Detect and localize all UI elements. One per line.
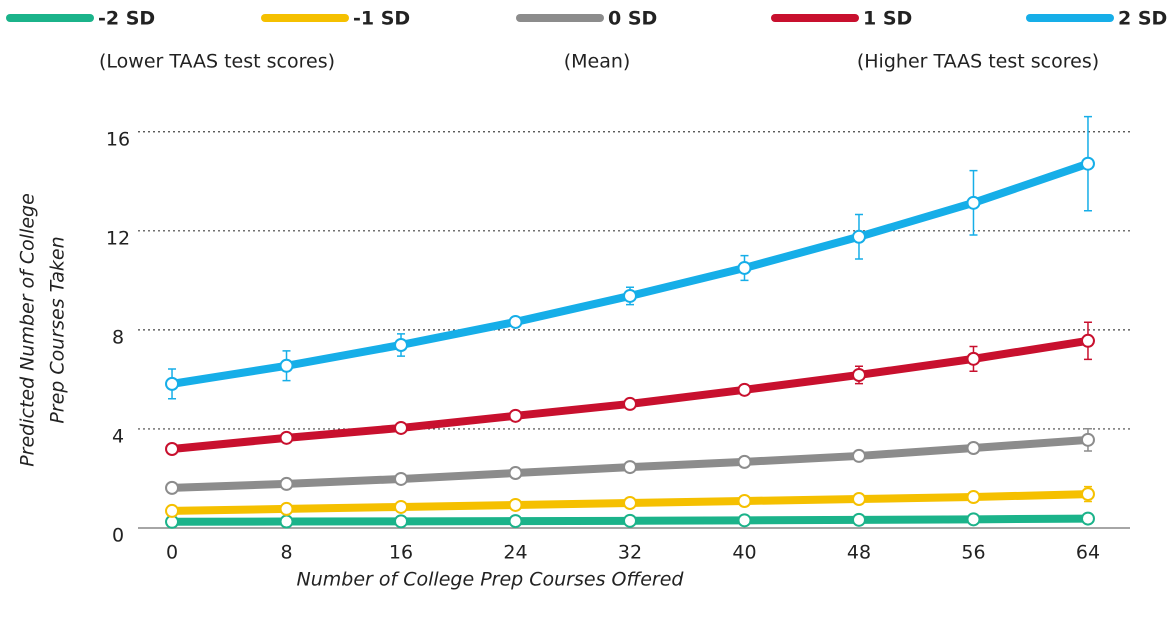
y-tick-label: 4 <box>112 425 124 447</box>
y-tick-label: 8 <box>112 326 124 348</box>
series-line <box>171 336 1089 453</box>
x-axis-label: Number of College Prep Courses Offered <box>297 569 685 591</box>
point <box>279 358 294 373</box>
point <box>966 351 981 366</box>
point <box>966 512 981 527</box>
point <box>851 229 866 244</box>
point <box>851 367 866 382</box>
annotation: (Higher TAAS test scores) <box>857 51 1099 73</box>
point <box>966 490 981 505</box>
point <box>966 195 981 210</box>
point <box>966 441 981 456</box>
x-tick-label: 0 <box>166 542 178 564</box>
point <box>623 513 637 528</box>
point <box>1080 432 1095 447</box>
x-tick-label: 48 <box>847 542 871 564</box>
point <box>737 454 752 469</box>
x-tick-label: 64 <box>1076 542 1100 564</box>
series-line <box>171 159 1090 388</box>
point <box>737 513 752 528</box>
point <box>1080 511 1095 526</box>
point <box>851 448 866 463</box>
y-axis-label: Predicted Number of College <box>17 193 39 467</box>
point <box>508 514 523 529</box>
point <box>279 501 294 516</box>
point <box>394 499 409 514</box>
point <box>508 466 523 481</box>
point <box>737 494 752 509</box>
annotation: (Mean) <box>564 51 631 73</box>
x-tick-label: 16 <box>389 542 413 564</box>
point <box>1080 487 1095 502</box>
point <box>623 460 637 475</box>
point <box>851 492 866 507</box>
point <box>165 503 180 518</box>
point <box>279 514 294 529</box>
point <box>737 382 752 397</box>
point <box>279 430 294 445</box>
x-tick-label: 8 <box>280 542 292 564</box>
x-tick-label: 40 <box>732 542 756 564</box>
point <box>394 420 409 435</box>
x-tick-label: 56 <box>961 542 985 564</box>
legend-label: -1 SD <box>353 8 410 30</box>
point <box>623 495 637 510</box>
point <box>623 288 637 303</box>
legend-label: -2 SD <box>98 8 155 30</box>
point <box>279 476 294 491</box>
annotation: (Lower TAAS test scores) <box>99 51 335 73</box>
legend-label: 2 SD <box>1118 8 1167 30</box>
point <box>394 471 409 486</box>
point <box>508 314 523 329</box>
point <box>737 260 752 275</box>
legend-label: 0 SD <box>608 8 657 30</box>
x-tick-label: 32 <box>618 542 642 564</box>
point <box>623 396 637 411</box>
y-tick-label: 0 <box>112 525 124 547</box>
point <box>165 376 180 391</box>
point <box>508 408 523 423</box>
point <box>394 337 409 352</box>
point <box>394 514 409 529</box>
y-tick-label: 12 <box>106 227 130 249</box>
y-axis-label: Prep Courses Taken <box>47 236 69 423</box>
y-tick-label: 16 <box>106 128 130 150</box>
point <box>165 480 180 495</box>
legend-label: 1 SD <box>863 8 912 30</box>
point <box>1080 333 1095 348</box>
point <box>165 442 180 457</box>
point <box>851 512 866 527</box>
point <box>1080 156 1095 171</box>
x-tick-label: 24 <box>503 542 527 564</box>
point <box>508 497 523 512</box>
